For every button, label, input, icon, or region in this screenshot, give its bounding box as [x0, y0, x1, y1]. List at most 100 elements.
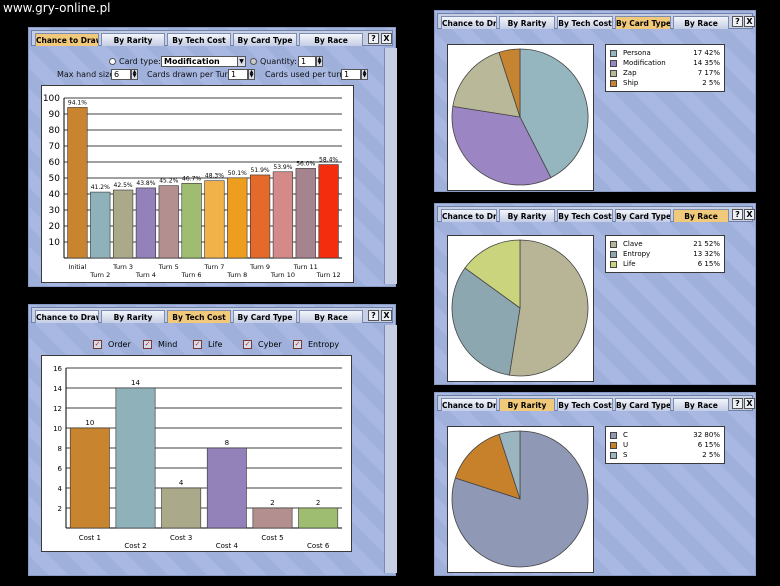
drawn-per-turn-label: Cards drawn per Turn:: [147, 70, 236, 79]
filter-entropy-label: Entropy: [308, 340, 340, 349]
filter-entropy-checkbox[interactable]: ✓: [293, 340, 302, 349]
card-type-legend: Persona 17 42% Modification 14 35% Zap 7 17% S…: [605, 44, 725, 92]
bar: [252, 507, 293, 529]
data-label: 45.2%: [159, 178, 178, 185]
tab-by-race[interactable]: By Race: [299, 33, 363, 46]
data-label: 42.5%: [114, 182, 133, 189]
tab-by-rarity[interactable]: By Rarity: [499, 398, 555, 411]
quantity-spinner[interactable]: ▲ ▼: [316, 56, 323, 67]
quantity-radio[interactable]: [250, 58, 257, 65]
tab-by-race[interactable]: By Race: [673, 398, 729, 411]
tab-by-tech-cost[interactable]: By Tech Cost: [557, 16, 613, 29]
tab-by-card-type[interactable]: By Card Type: [233, 33, 297, 46]
quantity-field[interactable]: 1: [298, 56, 316, 67]
close-button[interactable]: X: [744, 16, 755, 27]
close-button[interactable]: X: [381, 310, 392, 321]
data-label: 41.2%: [91, 184, 110, 191]
legend-swatch: [610, 261, 617, 268]
y-tick-label: 30: [49, 206, 61, 216]
x-tick-label: Turn 2: [89, 271, 110, 279]
bar: [90, 191, 111, 259]
tab-by-rarity[interactable]: By Rarity: [101, 33, 165, 46]
rarity-window: Chance to Draw By Rarity By Tech Cost By…: [434, 392, 756, 576]
legend-value: 6 15%: [697, 441, 720, 449]
data-label: 10: [85, 419, 94, 427]
scrollbar[interactable]: [384, 325, 397, 573]
help-button[interactable]: ?: [368, 33, 379, 44]
tab-by-card-type[interactable]: By Card Type: [615, 398, 671, 411]
tab-by-card-type[interactable]: By Card Type: [233, 310, 297, 323]
drawn-per-turn-spinner[interactable]: ▲ ▼: [248, 69, 255, 80]
legend-value: 2 5%: [702, 79, 720, 87]
legend-label: Modification: [623, 59, 666, 67]
chevron-down-icon[interactable]: ▼: [237, 56, 246, 67]
legend-value: 17 42%: [693, 49, 720, 57]
tab-by-tech-cost[interactable]: By Tech Cost: [557, 398, 613, 411]
used-per-turn-spinner[interactable]: ▲ ▼: [361, 69, 368, 80]
tab-by-race[interactable]: By Race: [673, 209, 729, 222]
y-tick-label: 2: [58, 505, 62, 513]
legend-item: Ship 2 5%: [610, 79, 720, 89]
legend-swatch: [610, 432, 617, 439]
help-button[interactable]: ?: [732, 16, 743, 27]
data-label: 2: [316, 499, 320, 507]
legend-label: Life: [623, 260, 636, 268]
tab-by-race[interactable]: By Race: [299, 310, 363, 323]
tab-chance-to-draw[interactable]: Chance to Draw: [35, 310, 99, 323]
used-per-turn-field[interactable]: 1: [341, 69, 361, 80]
data-label: 14: [131, 379, 140, 387]
tab-chance-to-draw[interactable]: Chance to Draw: [441, 16, 497, 29]
bar: [298, 507, 339, 529]
pie-slice: [508, 239, 589, 377]
tab-chance-to-draw[interactable]: Chance to Draw: [441, 398, 497, 411]
tab-chance-to-draw[interactable]: Chance to Draw: [35, 33, 99, 46]
help-button[interactable]: ?: [732, 398, 743, 409]
tab-by-race[interactable]: By Race: [673, 16, 729, 29]
tab-by-tech-cost[interactable]: By Tech Cost: [557, 209, 613, 222]
tab-by-tech-cost[interactable]: By Tech Cost: [167, 33, 231, 46]
tab-chance-to-draw[interactable]: Chance to Draw: [441, 209, 497, 222]
legend-swatch: [610, 251, 617, 258]
x-tick-label: Turn 12: [316, 271, 341, 279]
x-tick-label: Cost 6: [307, 542, 330, 550]
bar: [115, 387, 156, 529]
tab-by-rarity[interactable]: By Rarity: [101, 310, 165, 323]
pie-slice: [451, 105, 552, 186]
filter-life-checkbox[interactable]: ✓: [193, 340, 202, 349]
tab-by-rarity[interactable]: By Rarity: [499, 16, 555, 29]
help-button[interactable]: ?: [732, 209, 743, 220]
max-hand-spinner[interactable]: ▲ ▼: [131, 69, 138, 80]
filter-cyber-checkbox[interactable]: ✓: [243, 340, 252, 349]
card-type-radio[interactable]: [109, 58, 116, 65]
rarity-pie-area: [447, 426, 594, 573]
legend-value: 6 15%: [697, 260, 720, 268]
close-button[interactable]: X: [744, 398, 755, 409]
max-hand-field[interactable]: 6: [111, 69, 131, 80]
chance-bar-chart: 10 20 30 40 50 60 70 80 90 100 94.1% Initial 41.2% Tu…: [43, 94, 342, 279]
x-tick-label: Turn 4: [135, 271, 156, 279]
card-type-select[interactable]: Modification: [161, 56, 245, 67]
legend-item: Entropy 13 32%: [610, 250, 720, 260]
close-button[interactable]: X: [381, 33, 392, 44]
bar: [272, 171, 294, 259]
drawn-per-turn-field[interactable]: 1: [228, 69, 248, 80]
y-tick-label: 4: [58, 485, 63, 493]
x-tick-label: Cost 1: [79, 534, 101, 542]
legend-label: Ship: [623, 79, 639, 87]
help-button[interactable]: ?: [368, 310, 379, 321]
filter-life-label: Life: [208, 340, 223, 349]
filter-order-checkbox[interactable]: ✓: [93, 340, 102, 349]
pie-slice: [519, 48, 589, 179]
bar: [204, 180, 225, 259]
tab-by-card-type[interactable]: By Card Type: [615, 16, 671, 29]
tab-by-tech-cost[interactable]: By Tech Cost: [167, 310, 231, 323]
close-button[interactable]: X: [744, 209, 755, 220]
bar: [112, 189, 134, 259]
tab-by-rarity[interactable]: By Rarity: [499, 209, 555, 222]
tab-by-card-type[interactable]: By Card Type: [615, 209, 671, 222]
race-pie-area: [447, 235, 594, 382]
y-tick-label: 14: [53, 385, 62, 393]
filter-mind-checkbox[interactable]: ✓: [143, 340, 152, 349]
data-label: 50.1%: [228, 170, 247, 177]
scrollbar[interactable]: [384, 48, 397, 284]
